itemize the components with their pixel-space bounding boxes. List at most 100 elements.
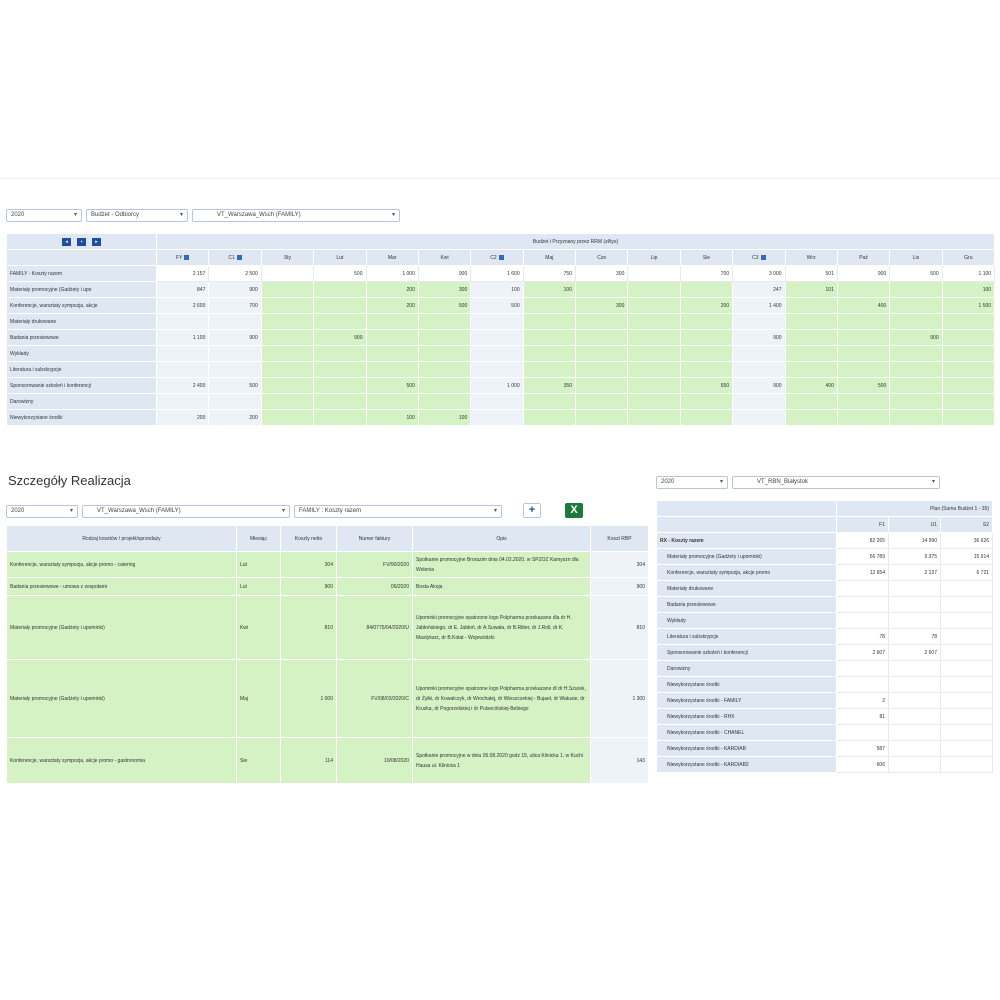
- budget-cell[interactable]: [627, 297, 681, 314]
- budget-cell[interactable]: [365, 361, 419, 378]
- budget-cell[interactable]: [784, 361, 838, 378]
- budget-cell[interactable]: [313, 297, 367, 314]
- budget-cell[interactable]: [889, 281, 943, 298]
- budget-cell[interactable]: 300: [417, 281, 472, 298]
- budget-cell[interactable]: [260, 297, 315, 314]
- table-row[interactable]: Badania przesiewowe - umowa z zespołami L…: [6, 577, 649, 596]
- budget-cell[interactable]: [260, 329, 315, 346]
- budget-cell[interactable]: [574, 281, 629, 298]
- budget-cell[interactable]: [941, 345, 996, 362]
- detail-month[interactable]: Maj: [236, 659, 281, 738]
- budget-cell[interactable]: [627, 329, 681, 346]
- budget-cell[interactable]: [365, 313, 419, 330]
- collapse-icon[interactable]: ▪: [77, 237, 86, 246]
- budget-cell[interactable]: [417, 377, 472, 394]
- info-icon[interactable]: [760, 254, 766, 260]
- budget-cell[interactable]: [784, 393, 838, 410]
- budget-cell[interactable]: [574, 345, 629, 362]
- budget-cell[interactable]: 500: [365, 377, 419, 394]
- detail-desc[interactable]: Upominki promocyjne opatrzone logo Polph…: [412, 659, 591, 738]
- detail-month[interactable]: Lut: [236, 551, 281, 578]
- budget-cell[interactable]: [313, 345, 367, 362]
- budget-cell[interactable]: [941, 361, 996, 378]
- refresh-icon[interactable]: ▸: [92, 237, 101, 246]
- cost-select[interactable]: FAMILY : Koszty razem ▾: [294, 505, 502, 518]
- budget-cell[interactable]: [679, 361, 734, 378]
- budget-cell[interactable]: [627, 393, 681, 410]
- budget-cell[interactable]: [522, 361, 577, 378]
- budget-cell[interactable]: [365, 345, 419, 362]
- budget-cell[interactable]: 200: [365, 281, 419, 298]
- budget-cell[interactable]: [889, 345, 943, 362]
- detail-inv[interactable]: 84/0775/04/2020/U: [336, 595, 413, 660]
- detail-type[interactable]: Badania przesiewowe - umowa z zespołami: [6, 577, 237, 596]
- detail-month[interactable]: Kwi: [236, 595, 281, 660]
- detail-inv[interactable]: 10/08/2020: [336, 737, 413, 784]
- budget-cell[interactable]: [313, 281, 367, 298]
- budget-cell[interactable]: 100: [365, 409, 419, 426]
- budget-cell[interactable]: [889, 297, 943, 314]
- budget-cell[interactable]: [365, 329, 419, 346]
- budget-cell[interactable]: [836, 313, 891, 330]
- budget-cell[interactable]: [836, 361, 891, 378]
- detail-inv[interactable]: FV/08/03/2020/C: [336, 659, 413, 738]
- budget-cell[interactable]: [260, 361, 315, 378]
- detail-net[interactable]: 810: [280, 595, 337, 660]
- budget-cell[interactable]: 500: [417, 297, 472, 314]
- budget-cell[interactable]: [784, 313, 838, 330]
- budget-cell[interactable]: [417, 393, 472, 410]
- info-icon[interactable]: [184, 254, 190, 260]
- budget-cell[interactable]: [784, 297, 838, 314]
- budget-cell[interactable]: [784, 345, 838, 362]
- info-icon[interactable]: [236, 254, 242, 260]
- budget-cell[interactable]: 650: [679, 377, 734, 394]
- budget-cell[interactable]: [889, 377, 943, 394]
- budget-cell[interactable]: [260, 313, 315, 330]
- budget-cell[interactable]: 1 500: [941, 297, 996, 314]
- budget-cell[interactable]: [941, 313, 996, 330]
- detail-net[interactable]: 1 000: [280, 659, 337, 738]
- budget-cell[interactable]: [627, 361, 681, 378]
- budget-select[interactable]: Budżet - Odbiorcy ▾: [86, 209, 188, 222]
- budget-cell[interactable]: [417, 361, 472, 378]
- budget-cell[interactable]: 100: [417, 409, 472, 426]
- budget-cell[interactable]: [574, 377, 629, 394]
- budget-cell[interactable]: [522, 393, 577, 410]
- detail-net[interactable]: 900: [280, 577, 337, 596]
- budget-cell[interactable]: [417, 345, 472, 362]
- budget-cell[interactable]: [836, 281, 891, 298]
- budget-cell[interactable]: [574, 313, 629, 330]
- budget-cell[interactable]: [836, 329, 891, 346]
- budget-cell[interactable]: [627, 377, 681, 394]
- budget-cell[interactable]: [836, 393, 891, 410]
- detail-net[interactable]: 304: [280, 551, 337, 578]
- brand-select[interactable]: VT_Warszawa_Wsch (FAMILY) ▾: [192, 209, 400, 222]
- info-icon[interactable]: [498, 254, 504, 260]
- budget-cell[interactable]: [313, 393, 367, 410]
- plan-year-select[interactable]: 2020 ▾: [656, 476, 728, 489]
- budget-cell[interactable]: 900: [313, 329, 367, 346]
- detail-inv[interactable]: FV/90/2020: [336, 551, 413, 578]
- budget-cell[interactable]: [313, 313, 367, 330]
- budget-cell[interactable]: 350: [522, 377, 577, 394]
- detail-desc[interactable]: Spotkanie promocyjne Brorazim dnia 04.02…: [412, 551, 591, 578]
- budget-cell[interactable]: [574, 409, 629, 426]
- budget-cell[interactable]: [417, 313, 472, 330]
- table-row[interactable]: Konferencje, warsztaty sympozja, akcje p…: [6, 551, 649, 578]
- budget-cell[interactable]: 200: [679, 297, 734, 314]
- detail-inv[interactable]: 06/2020: [336, 577, 413, 596]
- budget-cell[interactable]: 100: [522, 281, 577, 298]
- budget-cell[interactable]: [313, 361, 367, 378]
- detail-net[interactable]: 114: [280, 737, 337, 784]
- detail-desc[interactable]: Spotkanie promocyjne w dniu 05.08.2020 g…: [412, 737, 591, 784]
- year-select[interactable]: 2020 ▾: [6, 209, 82, 222]
- budget-cell[interactable]: [574, 361, 629, 378]
- add-button[interactable]: +: [523, 503, 541, 518]
- budget-cell[interactable]: [522, 345, 577, 362]
- detail-desc[interactable]: Upominki promocyjne opatrzone logo Polph…: [412, 595, 591, 660]
- budget-cell[interactable]: 101: [784, 281, 838, 298]
- budget-cell[interactable]: [522, 409, 577, 426]
- budget-cell[interactable]: [836, 409, 891, 426]
- budget-cell[interactable]: [627, 345, 681, 362]
- budget-cell[interactable]: 400: [836, 297, 891, 314]
